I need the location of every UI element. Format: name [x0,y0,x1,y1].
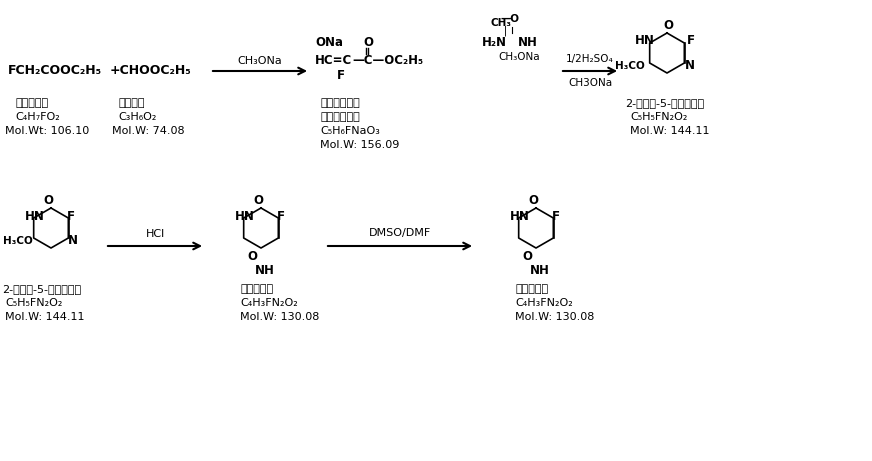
Text: O: O [363,36,373,49]
Text: O: O [43,195,53,207]
Text: NH: NH [530,264,550,277]
Text: N: N [685,59,695,72]
Text: C₅H₆FNaO₃: C₅H₆FNaO₃ [320,126,380,136]
Text: F: F [277,209,285,223]
Text: C₄H₃FN₂O₂: C₄H₃FN₂O₂ [240,298,297,308]
Text: FCH₂COOC₂H₅: FCH₂COOC₂H₅ [8,65,102,77]
Text: H₃CO: H₃CO [3,236,33,246]
Text: H₃CO: H₃CO [615,61,644,71]
Text: C₅H₅FN₂O₂: C₅H₅FN₂O₂ [5,298,63,308]
Text: Mol.W: 144.11: Mol.W: 144.11 [630,126,710,136]
Text: F: F [687,35,695,47]
Text: O: O [253,195,263,207]
Text: HN: HN [235,209,255,223]
Text: HC=C: HC=C [315,54,352,67]
Text: 氟尿嘴唏唏: 氟尿嘴唏唏 [240,284,273,294]
Text: ONa: ONa [315,36,343,49]
Text: 酯烯醇式鰈盐: 酯烯醇式鰈盐 [320,112,360,122]
Text: F: F [67,209,75,223]
Text: —C—OC₂H₅: —C—OC₂H₅ [352,54,423,67]
Text: C₅H₅FN₂O₂: C₅H₅FN₂O₂ [630,112,687,122]
Text: DMSO/DMF: DMSO/DMF [369,228,431,238]
Text: CH₃: CH₃ [490,18,511,28]
Text: —O: —O [500,14,519,24]
Text: Mol.W: 144.11: Mol.W: 144.11 [5,312,85,322]
Text: C₄H₃FN₂O₂: C₄H₃FN₂O₂ [515,298,573,308]
Text: C₄H₇FO₂: C₄H₇FO₂ [15,112,60,122]
Text: 2-甲氧基-5-氟尿嘴唏唏: 2-甲氧基-5-氟尿嘴唏唏 [2,284,81,294]
Text: N: N [68,235,78,248]
Text: |: | [494,26,508,36]
Text: O: O [663,19,673,32]
Text: F: F [552,209,560,223]
Text: Mol.Wt: 106.10: Mol.Wt: 106.10 [5,126,89,136]
Text: HCl: HCl [146,229,165,239]
Text: 甲酸乙酯: 甲酸乙酯 [118,98,145,108]
Text: F: F [337,70,345,83]
Text: H₂N: H₂N [482,36,507,49]
Text: HN: HN [25,209,44,223]
Text: NH: NH [518,36,538,49]
Text: CH₃ONa: CH₃ONa [498,52,540,62]
Text: HN: HN [510,209,530,223]
Text: O: O [528,195,538,207]
Text: Mol.W: 74.08: Mol.W: 74.08 [112,126,185,136]
Text: Mol.W: 156.09: Mol.W: 156.09 [320,140,399,150]
Text: 1/2H₂SO₄: 1/2H₂SO₄ [566,54,614,64]
Text: O: O [522,249,532,262]
Text: 氟尿嘴唏唏: 氟尿嘴唏唏 [515,284,548,294]
Text: O: O [247,249,257,262]
Text: Mol.W: 130.08: Mol.W: 130.08 [515,312,595,322]
Text: CH₃ONa: CH₃ONa [238,56,283,66]
Text: +CHOOC₂H₅: +CHOOC₂H₅ [110,65,192,77]
Text: NH: NH [255,264,275,277]
Text: C₃H₆O₂: C₃H₆O₂ [118,112,156,122]
Text: 氟代甲酰乙酸: 氟代甲酰乙酸 [320,98,360,108]
Text: HN: HN [635,35,655,47]
Text: 2-甲氧基-5-氟尿嘴唏唏: 2-甲氧基-5-氟尿嘴唏唏 [625,98,704,108]
Text: CH3ONa: CH3ONa [568,78,612,88]
Text: Mol.W: 130.08: Mol.W: 130.08 [240,312,319,322]
Text: 氟乙酸乙酯: 氟乙酸乙酯 [15,98,48,108]
